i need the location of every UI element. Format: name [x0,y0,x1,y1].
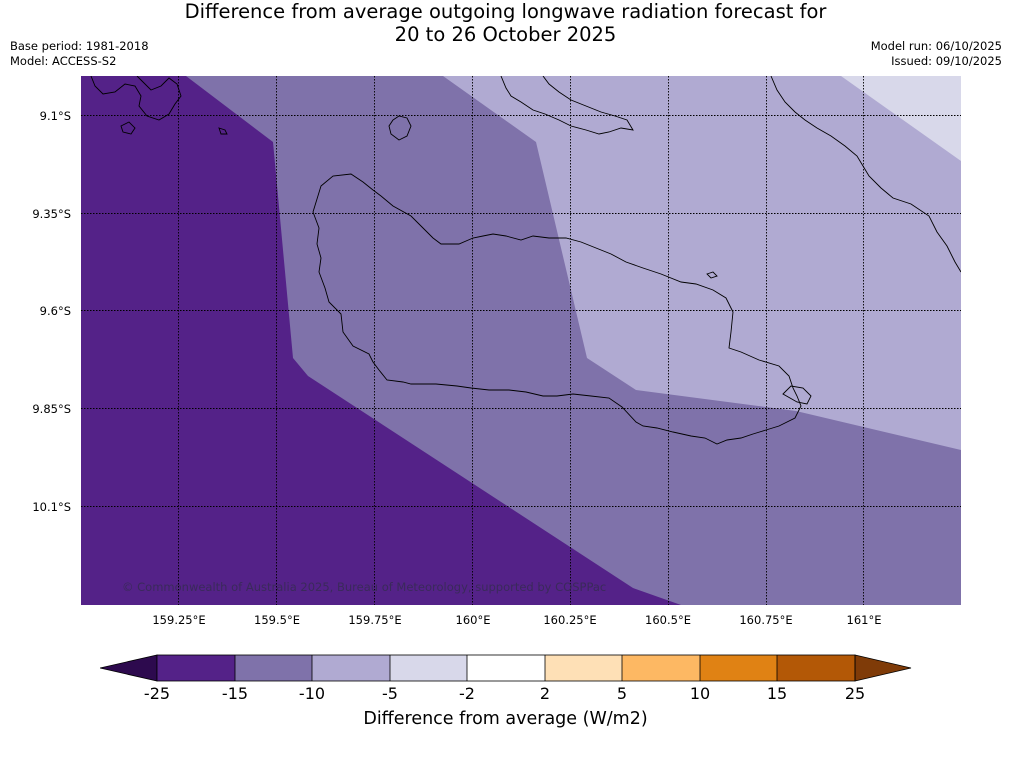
lon-label-159-25: 159.25°E [152,613,206,627]
lat-label-10-1: 10.1°S [32,500,71,514]
lat-label-9-35: 9.35°S [32,207,71,221]
colorbar-tick-4: -5 [382,684,398,703]
coastline-small-islet-2 [218,127,228,135]
lat-label-9-6: 9.6°S [39,304,71,318]
coastline-florida-islands [90,76,182,121]
colorbar-tick-10: 25 [844,684,866,703]
colorbar-outline [156,654,856,682]
colorbar-segment-3 [312,655,390,681]
model-run-text: Model run: 06/10/2025 [870,39,1002,53]
model-text: Model: ACCESS-S2 [10,54,117,68]
colorbar-segment-7 [622,655,700,681]
coastline-small-islet-1 [120,121,136,135]
map-panel [81,76,961,605]
coastlines [90,76,961,445]
colorbar [100,654,912,682]
zone-minus-2-to-5 [841,76,961,161]
colorbar-segment-2 [235,655,312,681]
colorbar-extend-left [100,654,158,682]
colorbar-segment-5 [467,655,545,681]
zone-minus-5-to-10 [443,76,961,450]
colorbar-segment-1 [157,655,235,681]
meta-left: Base period: 1981-2018 Model: ACCESS-S2 [10,39,149,69]
graticule [81,76,961,605]
lon-label-159-5: 159.5°E [254,613,300,627]
colorbar-segment-4 [390,655,467,681]
title-line-1: Difference from average outgoing longwav… [184,0,827,23]
colorbar-tick-5: -2 [459,684,475,703]
colorbar-label: Difference from average (W/m2) [363,709,648,729]
colorbar-tick-8: 10 [689,684,711,703]
lon-label-160-75: 160.75°E [739,613,793,627]
lat-label-9-1: 9.1°S [39,109,71,123]
colorbar-tick-3: -10 [298,684,326,703]
colorbar-tick-9: 15 [766,684,788,703]
lon-label-160-25: 160.25°E [543,613,597,627]
colorbar-extend-right [854,654,912,682]
colorbar-segment-9 [777,655,855,681]
colorbar-tick-2: -15 [221,684,249,703]
lon-label-160: 160°E [455,613,491,627]
colorbar-tick-1: -25 [143,684,171,703]
issued-text: Issued: 09/10/2025 [891,54,1002,68]
colorbar-tick-6: 2 [539,684,551,703]
coastline-guadalcanal [312,173,802,445]
colorbar-dividers [234,655,778,681]
colorbar-segment-6 [545,655,622,681]
coastline-isabel-tip [500,76,634,135]
base-period-text: Base period: 1981-2018 [10,39,149,53]
lon-label-159-75: 159.75°E [348,613,402,627]
coastline-savo [388,115,412,141]
colorbar-tick-7: 5 [616,684,628,703]
meta-right: Model run: 06/10/2025 Issued: 09/10/2025 [871,39,1002,69]
map-title: Difference from average outgoing longwav… [0,0,1011,46]
colorbar-segment-8 [700,655,777,681]
lon-label-161: 161°E [846,613,882,627]
copyright-notice: © Commonwealth of Australia 2025, Bureau… [122,580,607,594]
title-line-2: 20 to 26 October 2025 [394,23,617,46]
coastline-east-cape [782,385,812,405]
lon-label-160-5: 160.5°E [645,613,691,627]
lat-label-9-85: 9.85°S [32,402,71,416]
coastline-isabel-east [770,76,961,273]
coastline-small-islet-3 [706,271,718,279]
